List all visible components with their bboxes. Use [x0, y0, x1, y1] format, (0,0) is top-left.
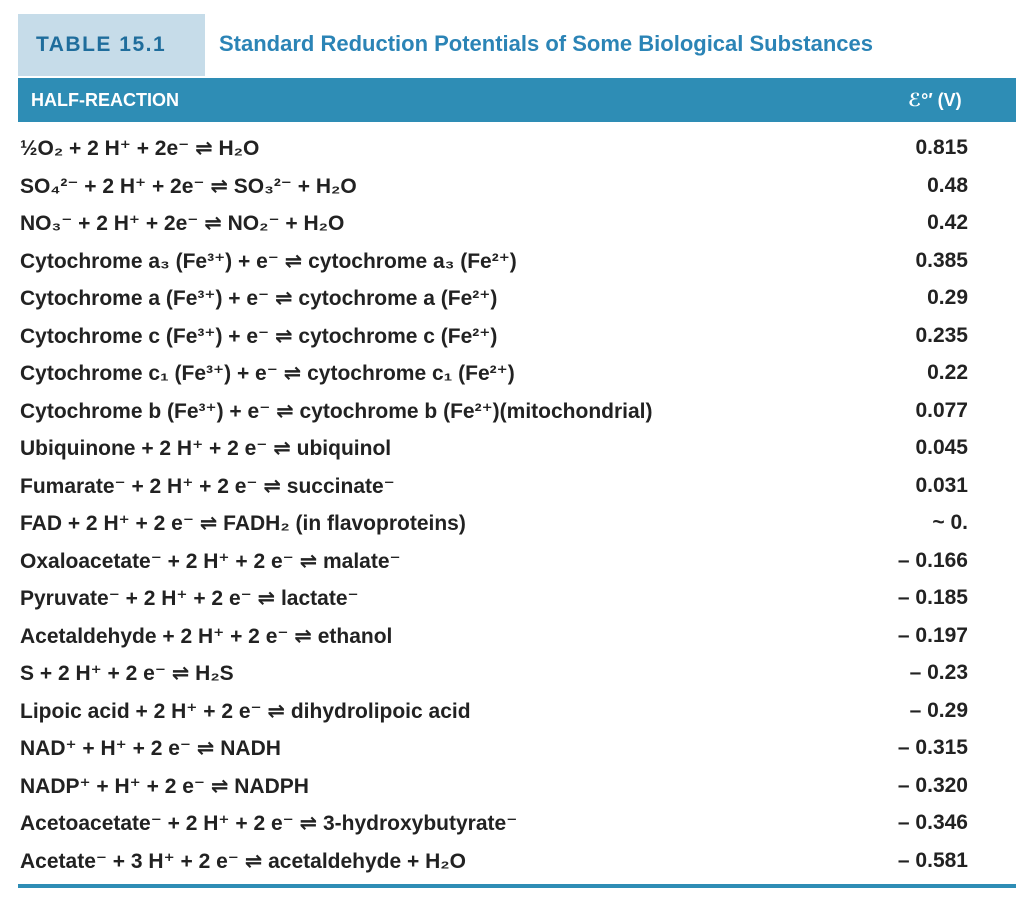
- table-title: Standard Reduction Potentials of Some Bi…: [219, 31, 873, 56]
- half-reaction: ½O₂ + 2 H⁺ + 2e⁻ ⇌ H₂O: [20, 137, 260, 160]
- potential: – 0.29: [909, 698, 968, 722]
- potential: 0.815: [915, 136, 968, 159]
- half-reaction: NADP⁺ + H⁺ + 2 e⁻ ⇌ NADPH: [20, 774, 309, 798]
- half-reaction: Fumarate⁻ + 2 H⁺ + 2 e⁻ ⇌ succinate⁻: [20, 474, 395, 498]
- potential: 0.48: [927, 173, 968, 197]
- label-box: [18, 14, 205, 76]
- half-reaction: Ubiquinone + 2 H⁺ + 2 e⁻ ⇌ ubiquinol: [20, 437, 392, 460]
- potential: 0.385: [915, 248, 968, 272]
- half-reaction: Oxaloacetate⁻ + 2 H⁺ + 2 e⁻ ⇌ malate⁻: [20, 549, 401, 573]
- half-reaction: NAD⁺ + H⁺ + 2 e⁻ ⇌ NADH: [20, 737, 281, 760]
- column-header: ℰ°′ (V): [908, 90, 962, 110]
- potential: – 0.320: [897, 773, 968, 797]
- half-reaction: Pyruvate⁻ + 2 H⁺ + 2 e⁻ ⇌ lactate⁻: [20, 587, 359, 610]
- potential: – 0.315: [897, 736, 968, 759]
- potential: – 0.346: [897, 811, 968, 834]
- half-reaction: SO₄²⁻ + 2 H⁺ + 2e⁻ ⇌ SO₃²⁻ + H₂O: [20, 174, 357, 198]
- half-reaction: Cytochrome a₃ (Fe³⁺) + e⁻ ⇌ cytochrome a…: [20, 249, 517, 273]
- potential: 0.22: [927, 361, 968, 384]
- table-label: TABLE 15.1: [36, 33, 167, 56]
- half-reaction: S + 2 H⁺ + 2 e⁻ ⇌ H₂S: [20, 662, 234, 685]
- column-header: HALF-REACTION: [31, 90, 179, 110]
- potential: 0.29: [927, 286, 968, 309]
- potential: 0.077: [915, 398, 968, 422]
- header-bar: [18, 78, 1016, 122]
- half-reaction: Cytochrome c₁ (Fe³⁺) + e⁻ ⇌ cytochrome c…: [20, 362, 515, 385]
- half-reaction: Cytochrome c (Fe³⁺) + e⁻ ⇌ cytochrome c …: [20, 324, 498, 348]
- potential: ~ 0.: [932, 511, 968, 534]
- half-reaction: NO₃⁻ + 2 H⁺ + 2e⁻ ⇌ NO₂⁻ + H₂O: [20, 212, 345, 235]
- potential: – 0.166: [897, 548, 968, 572]
- potential: 0.031: [915, 473, 968, 497]
- half-reaction: Acetoacetate⁻ + 2 H⁺ + 2 e⁻ ⇌ 3-hydroxyb…: [20, 812, 518, 835]
- half-reaction: Acetate⁻ + 3 H⁺ + 2 e⁻ ⇌ acetaldehyde + …: [20, 849, 466, 873]
- potential: 0.235: [915, 323, 968, 347]
- potential: – 0.197: [897, 623, 968, 647]
- potential: 0.045: [915, 436, 968, 459]
- half-reaction: FAD + 2 H⁺ + 2 e⁻ ⇌ FADH₂ (in flavoprote…: [20, 512, 466, 535]
- half-reaction: Cytochrome b (Fe³⁺) + e⁻ ⇌ cytochrome b …: [20, 399, 653, 423]
- potential: – 0.23: [909, 661, 968, 684]
- half-reaction: Acetaldehyde + 2 H⁺ + 2 e⁻ ⇌ ethanol: [20, 624, 393, 648]
- potential: – 0.185: [897, 586, 968, 609]
- half-reaction: Cytochrome a (Fe³⁺) + e⁻ ⇌ cytochrome a …: [20, 287, 498, 310]
- potential: – 0.581: [897, 848, 968, 872]
- half-reaction: Lipoic acid + 2 H⁺ + 2 e⁻ ⇌ dihydrolipoi…: [20, 699, 471, 723]
- bottom-rule: [18, 884, 1016, 888]
- potential: 0.42: [927, 211, 968, 234]
